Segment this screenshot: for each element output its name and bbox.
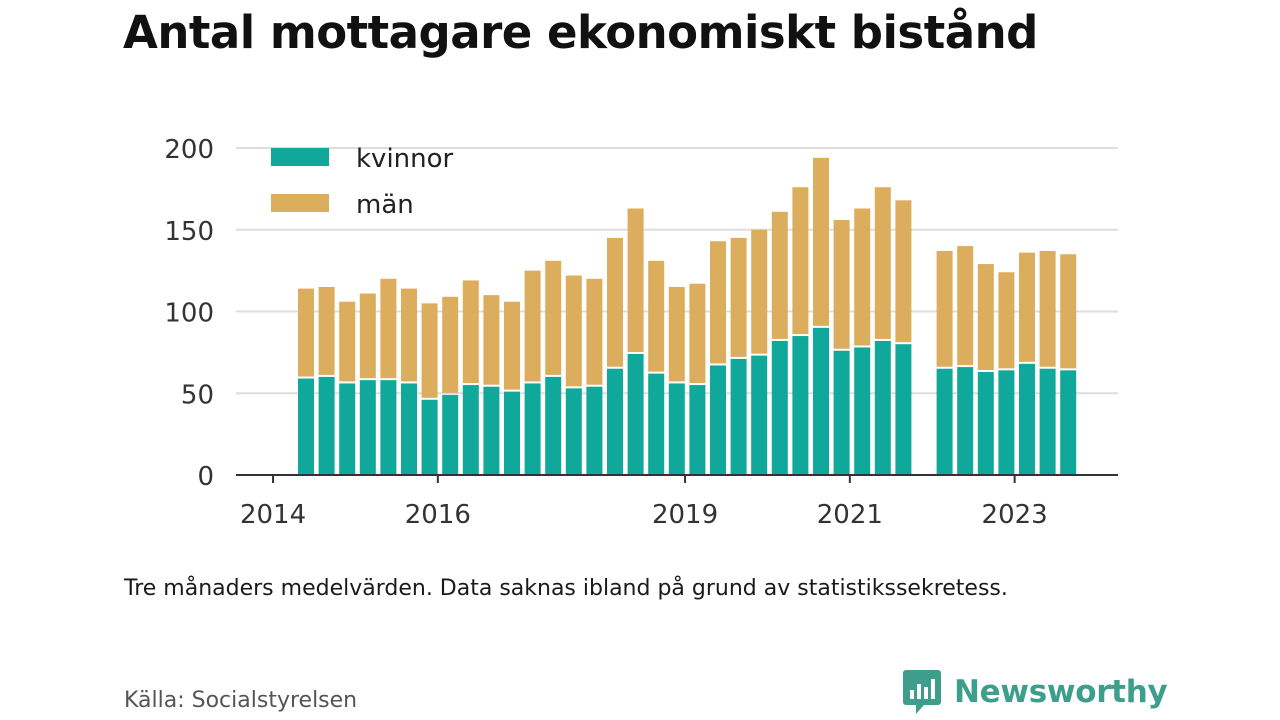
y-tick-label: 0 — [197, 462, 214, 492]
bar-kvinnor — [668, 383, 685, 475]
bar-man — [813, 157, 829, 326]
bar-man — [895, 200, 912, 343]
bar-kvinnor — [874, 340, 891, 475]
bar-man — [442, 296, 459, 393]
x-tick-label: 2019 — [652, 500, 718, 530]
bar-kvinnor — [607, 368, 623, 475]
bar-man — [586, 278, 603, 385]
bar-kvinnor — [298, 378, 314, 475]
bar-man — [751, 229, 768, 354]
bar-kvinnor — [504, 391, 520, 475]
bar-man — [668, 286, 685, 382]
bar-kvinnor — [524, 383, 541, 475]
bar-man — [648, 260, 665, 372]
bar-kvinnor — [401, 383, 417, 475]
bar-man — [318, 286, 335, 375]
bar-man — [998, 272, 1015, 369]
bar-man — [421, 303, 438, 398]
bar-man — [833, 219, 850, 349]
bar-kvinnor — [442, 394, 459, 475]
bar-man — [298, 288, 314, 377]
bar-kvinnor — [998, 370, 1015, 475]
bar-kvinnor — [813, 327, 829, 475]
bar-man — [524, 270, 541, 382]
bar-man — [359, 293, 376, 379]
bar-kvinnor — [751, 355, 768, 475]
bar-kvinnor — [1060, 370, 1077, 475]
y-axis-ticks: 0 50 100 150 200 — [164, 135, 214, 492]
bar-man — [977, 264, 994, 370]
bar-kvinnor — [833, 350, 850, 475]
bar-kvinnor — [627, 354, 644, 475]
bar-kvinnor — [854, 347, 871, 475]
bar-kvinnor — [1039, 368, 1056, 475]
brand-name: Newsworthy — [954, 674, 1168, 710]
bar-kvinnor — [318, 376, 335, 475]
bar-man — [380, 278, 397, 379]
bar-man — [462, 280, 479, 384]
bar-kvinnor — [586, 386, 603, 475]
bar-man — [339, 301, 356, 382]
bar-kvinnor — [730, 358, 747, 475]
bar-man — [730, 237, 747, 357]
x-tick-label: 2023 — [982, 500, 1048, 530]
bar-kvinnor — [483, 386, 500, 475]
bar-man — [1039, 251, 1056, 367]
bar-man — [710, 241, 726, 364]
x-axis-ticks: 2014 2016 2019 2021 2023 — [240, 475, 1048, 530]
bar-man — [1019, 252, 1035, 362]
bar-man — [957, 246, 974, 366]
legend-label-kvinnor: kvinnor — [356, 144, 454, 174]
bar-man — [936, 251, 953, 367]
y-tick-label: 50 — [181, 380, 214, 410]
bar-kvinnor — [792, 336, 809, 475]
bar-man — [792, 187, 809, 335]
legend-swatch-man — [271, 194, 329, 212]
chart-title: Antal mottagare ekonomiskt bistånd — [123, 6, 1038, 59]
x-tick-label: 2014 — [240, 500, 306, 530]
bar-kvinnor — [565, 388, 582, 475]
bar-man — [874, 187, 891, 339]
bar-kvinnor — [339, 383, 356, 475]
bar-man — [1060, 254, 1077, 369]
chart-note: Tre månaders medelvärden. Data saknas ib… — [124, 576, 1008, 601]
y-tick-label: 150 — [164, 217, 214, 247]
x-tick-label: 2021 — [817, 500, 883, 530]
bar-man — [854, 208, 871, 346]
bar-kvinnor — [359, 380, 376, 475]
bar-man — [504, 301, 520, 390]
bar-man — [689, 283, 706, 384]
bar-kvinnor — [977, 371, 994, 475]
source-label: Källa: Socialstyrelsen — [124, 688, 358, 713]
bar-man — [401, 288, 417, 382]
bars — [298, 157, 1077, 475]
bar-kvinnor — [689, 385, 706, 475]
bar-man — [483, 295, 500, 385]
bar-kvinnor — [380, 380, 397, 475]
bar-man — [607, 237, 623, 367]
x-tick-label: 2016 — [405, 500, 471, 530]
bar-kvinnor — [936, 368, 953, 475]
bar-kvinnor — [648, 373, 665, 475]
legend-label-man: män — [356, 190, 414, 220]
bar-kvinnor — [545, 376, 562, 475]
legend: kvinnor män — [271, 144, 454, 220]
bar-kvinnor — [957, 367, 974, 475]
bar-kvinnor — [895, 344, 912, 475]
bar-man — [545, 260, 562, 375]
bar-kvinnor — [421, 399, 438, 475]
bar-kvinnor — [771, 340, 788, 475]
brand-logo: Newsworthy — [902, 668, 1168, 716]
bar-kvinnor — [710, 365, 726, 475]
y-tick-label: 100 — [164, 299, 214, 329]
newsworthy-logo-icon — [903, 670, 941, 714]
bar-man — [627, 208, 644, 353]
y-tick-label: 200 — [164, 135, 214, 165]
legend-swatch-kvinnor — [271, 148, 329, 166]
bar-man — [771, 211, 788, 339]
bar-kvinnor — [1019, 363, 1035, 475]
bar-kvinnor — [462, 385, 479, 475]
bar-man — [565, 275, 582, 387]
